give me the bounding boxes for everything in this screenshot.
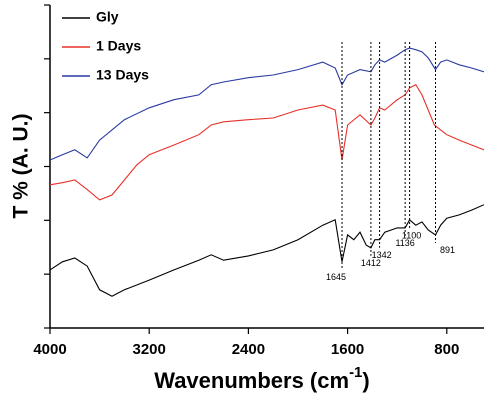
spectrum-line [49,47,484,161]
legend-label: 1 Days [96,38,141,54]
x-axis-label: Wavenumbers (cm-1) [154,364,369,393]
peak-label: 1412 [361,258,381,268]
x-tick-label: 3200 [133,341,166,358]
x-axis-label-end: ) [362,368,369,393]
x-tick-label: 2400 [232,341,265,358]
x-axis-label-sup: -1 [349,364,362,381]
spectrum-line [49,204,484,297]
x-tick-label: 800 [434,341,459,358]
peak-label: 1645 [326,272,346,282]
legend-label: Gly [96,9,119,25]
x-axis-label-text: Wavenumbers (cm [154,368,349,393]
spectrum-line [49,83,484,201]
legend-label: 13 Days [96,67,149,83]
peak-label: 1136 [395,238,414,248]
x-tick-label: 4000 [33,341,66,358]
peak-label: 891 [440,245,455,255]
x-tick-label: 1600 [331,341,364,358]
peak-label: 1100 [402,230,421,240]
y-axis-label: T % (A. U.) [10,114,33,219]
peak-label: 1342 [372,250,392,260]
